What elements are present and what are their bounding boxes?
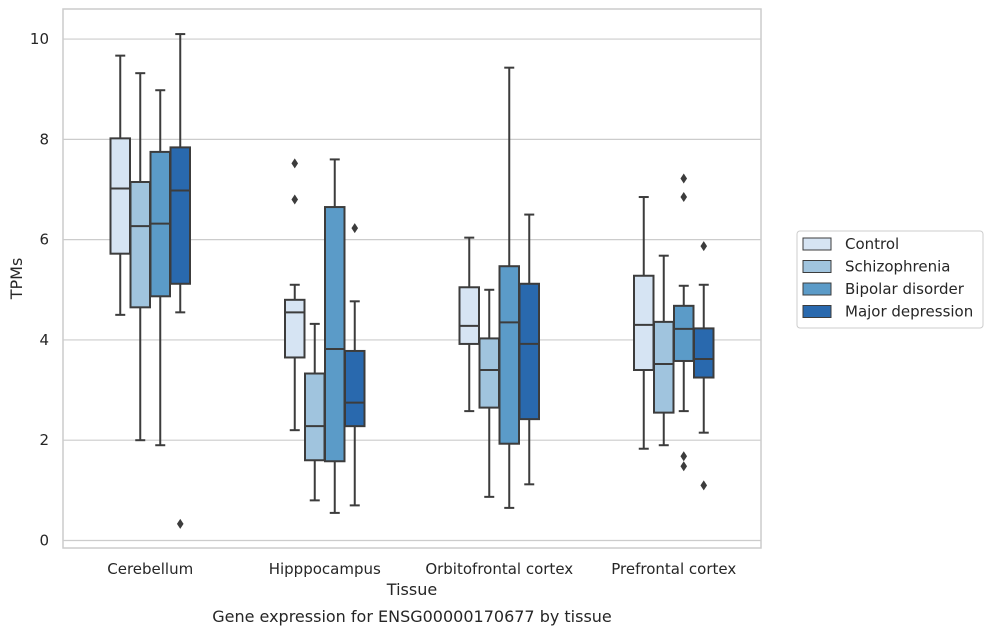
- y-tick-label: 2: [39, 431, 49, 449]
- box-body: [478, 337, 500, 409]
- box-body: [633, 274, 655, 372]
- box-body: [109, 137, 131, 255]
- tick-labels: 0 2 4 6 8 10 Cerebellum Hipppocampus Orbitofront…: [30, 30, 736, 578]
- x-tick-label: Hipppocampus: [269, 560, 381, 578]
- box-schizophrenia: [478, 288, 500, 498]
- y-tick-label: 6: [39, 231, 49, 249]
- box-bipolar-disorder: [498, 66, 520, 509]
- box-body: [498, 265, 520, 445]
- legend-label: Major depression: [845, 303, 973, 321]
- y-tick-label: 0: [39, 531, 49, 549]
- x-tick-label: Prefrontal cortex: [611, 560, 736, 578]
- outlier-point: [680, 192, 688, 203]
- box-control: [633, 196, 655, 450]
- box-body: [129, 180, 151, 309]
- box-major-depression: [693, 241, 715, 491]
- legend-swatch: [802, 305, 832, 318]
- y-tick-label: 10: [30, 30, 49, 48]
- outlier-point: [680, 461, 688, 472]
- box-body: [693, 327, 715, 379]
- legend-label: Control: [845, 235, 899, 253]
- outlier-point: [351, 223, 359, 234]
- y-tick-label: 4: [39, 331, 49, 349]
- legend-label: Schizophrenia: [845, 258, 950, 276]
- box-body: [169, 146, 191, 285]
- box-bipolar-disorder: [673, 173, 695, 472]
- box-control: [284, 158, 306, 432]
- box-body: [324, 206, 346, 463]
- boxes: [109, 33, 715, 529]
- box-body: [518, 282, 540, 421]
- y-tick-label: 8: [39, 130, 49, 148]
- outlier-point: [680, 451, 688, 462]
- outlier-point: [176, 518, 184, 529]
- legend-swatch: [802, 282, 832, 296]
- x-tick-label: Cerebellum: [107, 560, 193, 578]
- legend-frame: [796, 230, 984, 329]
- box-schizophrenia: [129, 72, 151, 442]
- box-control: [458, 236, 480, 413]
- box-major-depression: [344, 223, 366, 507]
- outlier-point: [700, 480, 708, 491]
- box-control: [109, 54, 131, 316]
- box-schizophrenia: [304, 322, 326, 502]
- outlier-point: [291, 194, 299, 205]
- box-major-depression: [518, 213, 540, 486]
- box-body: [344, 349, 366, 428]
- box-bipolar-disorder: [324, 158, 346, 514]
- box-body: [304, 372, 326, 462]
- box-body: [673, 304, 695, 362]
- outlier-point: [291, 158, 299, 169]
- legend-label: Bipolar disorder: [845, 280, 965, 298]
- x-axis-label: Tissue: [386, 580, 437, 599]
- legend-swatch: [802, 237, 832, 251]
- y-axis-label: TPMs: [7, 258, 26, 301]
- legend: Control Schizophrenia Bipolar disorder Majo…: [796, 230, 984, 329]
- outlier-point: [680, 173, 688, 184]
- x-tick-label: Orbitofrontal cortex: [425, 560, 573, 578]
- plot-frame: [62, 8, 762, 549]
- box-major-depression: [169, 33, 191, 529]
- box-schizophrenia: [653, 254, 675, 447]
- box-body: [284, 298, 306, 359]
- outlier-point: [700, 241, 708, 252]
- chart-caption: Gene expression for ENSG00000170677 by t…: [212, 607, 612, 626]
- box-body: [653, 320, 675, 414]
- box-bipolar-disorder: [149, 89, 171, 447]
- box-body: [458, 286, 480, 345]
- legend-swatch: [802, 260, 832, 273]
